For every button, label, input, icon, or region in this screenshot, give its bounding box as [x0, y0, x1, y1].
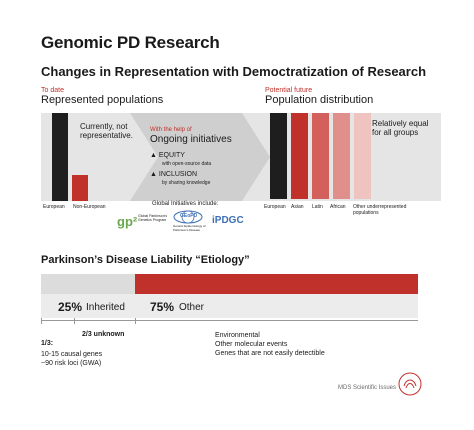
left-tag: To date: [41, 87, 64, 94]
right-bars: [265, 113, 371, 201]
known-label: 1/3:: [41, 340, 54, 347]
mds-logo-icon: [398, 372, 422, 396]
left-label-european: European: [43, 204, 65, 210]
known-line-1: 10-15 causal genes: [41, 351, 103, 358]
gp2-text: Global Parkinson's Genetics Program: [138, 214, 168, 222]
triangle-icon: ▲: [150, 171, 157, 178]
geopd-logo: [172, 210, 204, 224]
page-title: Genomic PD Research: [41, 33, 220, 52]
right-label-african: African: [330, 204, 346, 210]
footer-label: MDS Scientific Issues: [338, 385, 397, 391]
inherited-pct: 25%: [58, 300, 83, 314]
right-bar-2: [312, 113, 329, 199]
equity-title: EQUITY: [158, 152, 185, 159]
ongoing-arrow-shape: [130, 113, 270, 201]
bracket-tick: [41, 318, 42, 324]
right-bar-3: [333, 113, 350, 199]
right-note: Relatively equal for all groups: [372, 119, 429, 137]
middle-tag: With the help of: [150, 127, 192, 133]
right-bar-0: [270, 113, 287, 199]
right-heading: Population distribution: [265, 94, 374, 106]
right-label-asian: Asian: [291, 204, 304, 210]
other-line-3: Genes that are not easily detectible: [215, 350, 325, 357]
right-label-other: Other underrepresented populations: [353, 204, 407, 216]
equity-item: ▲ EQUITY: [150, 152, 185, 159]
right-bar-area: [265, 113, 371, 201]
left-bar-area: [41, 113, 131, 201]
right-bar-1: [291, 113, 308, 199]
gp2-logo: gp²: [117, 214, 138, 229]
other-pct: 75%: [150, 300, 175, 314]
globe-icon: [173, 210, 203, 224]
left-label-non-european: Non-European: [73, 204, 106, 210]
liability-heading: Parkinson’s Disease Liability “Etiology”: [41, 254, 250, 266]
left-bars: [41, 113, 131, 201]
ipdgc-logo: iPDGC: [212, 215, 244, 226]
bracket-tick: [74, 318, 75, 324]
left-heading: Represented populations: [41, 94, 164, 106]
right-tag: Potential future: [265, 87, 313, 94]
other-line-1: Environmental: [215, 332, 260, 339]
inclusion-title: INCLUSION: [158, 171, 198, 178]
inclusion-item: ▲ INCLUSION: [150, 171, 197, 178]
right-label-european: European: [264, 204, 286, 210]
bracket-tick: [135, 318, 136, 324]
right-label-latin: Latin: [312, 204, 323, 210]
left-bar-1: [72, 174, 88, 201]
right-bar-4: [354, 113, 371, 199]
other-label: Other: [179, 302, 205, 313]
triangle-icon: ▲: [150, 152, 157, 159]
known-line-2: ~90 risk loci (GWA): [41, 360, 102, 367]
other-line-2: Other molecular events: [215, 341, 288, 348]
inclusion-sub: by sharing knowledge: [162, 180, 211, 186]
middle-heading: Ongoing initiatives: [150, 134, 232, 145]
inherited-segment: [41, 274, 135, 294]
geopd-mark: GEoPD: [180, 213, 198, 219]
equity-sub: with open-source data: [162, 161, 212, 167]
section-subtitle: Changes in Representation with Democtrat…: [41, 64, 427, 79]
left-bar-0: [52, 113, 68, 201]
unknown-label: 2/3 unknown: [82, 331, 125, 338]
liability-bar: [41, 274, 418, 294]
inherited-label: Inherited: [86, 302, 125, 313]
geopd-text: Genetic Epidemiology of Parkinson's Dise…: [173, 224, 206, 232]
other-segment: [135, 274, 418, 294]
liability-label-band: [41, 294, 418, 318]
bracket-line: [41, 320, 418, 321]
global-initiatives-label: Global Initiatives include:: [152, 201, 219, 207]
left-note: Currently, not representative.: [80, 122, 133, 140]
